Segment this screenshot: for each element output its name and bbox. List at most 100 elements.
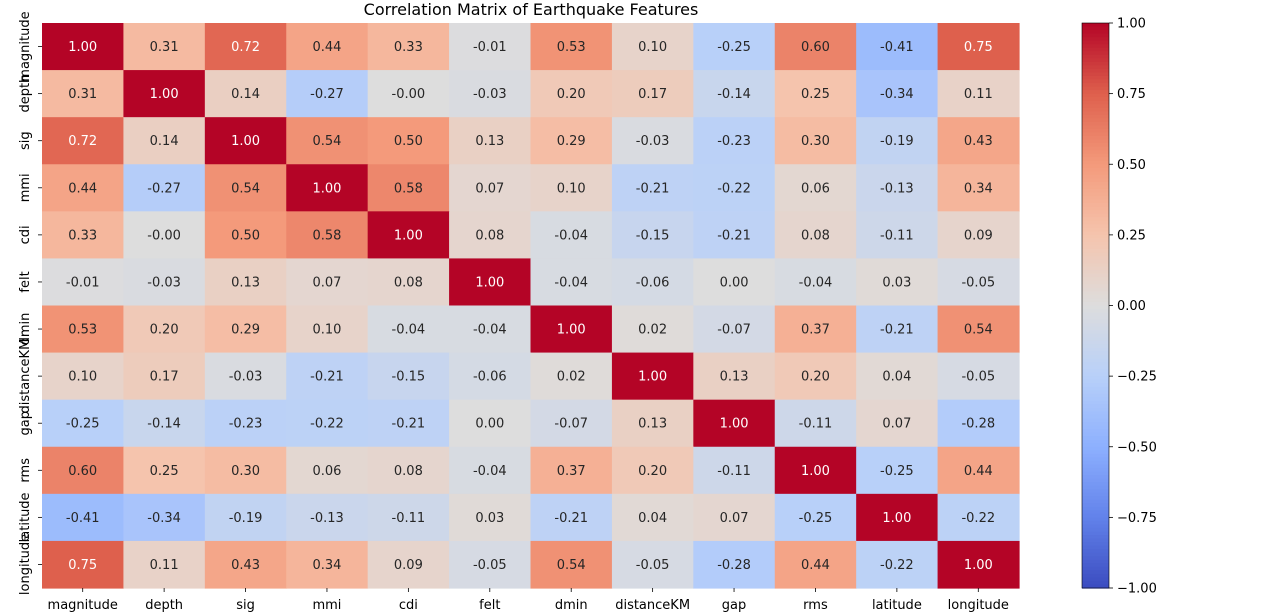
heatmap-cell [42,23,125,71]
x-tick-label: distanceKM [615,598,690,612]
heatmap-cell [530,258,613,307]
colorbar-segment [1082,422,1109,427]
heatmap-cell [856,493,939,542]
heatmap-cell [42,352,125,401]
x-tick-label: depth [145,598,183,612]
cell-value-label: 0.30 [231,464,260,479]
heatmap-cell [449,164,532,212]
colorbar-segment [1082,252,1109,257]
cell-value-label: 1.00 [68,40,97,55]
heatmap-cell [42,399,125,448]
y-tick-label: distanceKM [18,339,33,414]
cell-value-label: 0.20 [150,323,179,338]
colorbar-segment [1082,121,1109,127]
colorbar-segment [1082,333,1109,338]
colorbar-segment [1082,496,1109,501]
cell-value-label: 0.02 [557,370,586,385]
cell-value-label: 1.00 [231,134,260,149]
cell-value-label: 0.07 [312,275,341,290]
x-tick-label: mmi [312,598,341,612]
colorbar-segment [1082,90,1109,95]
cell-value-label: -0.22 [880,558,914,573]
cell-value-label: -0.22 [717,181,751,196]
cell-value-label: -0.23 [717,134,751,149]
cell-value-label: 0.60 [68,464,97,479]
cell-value-label: 0.13 [720,370,749,385]
cell-value-label: -0.06 [636,275,670,290]
heatmap-cell [123,540,206,589]
colorbar-segment [1082,450,1109,455]
heatmap-cell [449,446,532,495]
cell-value-label: 1.00 [394,228,423,243]
colorbar-segment [1082,379,1109,384]
heatmap-cell [449,352,532,401]
heatmap-cell [530,399,613,448]
cell-value-label: 0.08 [394,275,423,290]
heatmap-cell [367,164,450,212]
colorbar-segment [1082,475,1109,480]
colorbar-segment [1082,489,1109,494]
colorbar-segment [1082,188,1109,194]
colorbar-segment [1082,545,1109,550]
heatmap-cell [286,258,369,307]
cell-value-label: -0.21 [636,181,670,196]
colorbar-segment [1082,58,1109,63]
heatmap-cell [937,23,1020,71]
colorbar-segment [1082,340,1109,345]
colorbar-segment [1082,51,1109,56]
colorbar-segment [1082,354,1109,360]
heatmap-cell [42,258,125,307]
x-tick-label: magnitude [48,598,118,612]
cell-value-label: -0.27 [147,181,181,196]
colorbar-segment [1082,492,1109,497]
colorbar-segment [1082,429,1109,434]
cell-value-label: -0.04 [473,464,507,479]
cell-value-label: -0.19 [229,511,263,526]
colorbar-segment [1082,414,1109,420]
colorbar-segment [1082,146,1109,151]
heatmap-cell [530,540,613,589]
heatmap-cell [367,258,450,307]
colorbar-segment [1082,128,1109,134]
heatmap-cell [937,493,1020,542]
heatmap-cell [611,305,694,354]
cell-value-label: 1.00 [150,87,179,102]
colorbar-segment [1082,319,1109,324]
colorbar-segment [1082,351,1109,356]
colorbar-segment [1082,157,1109,162]
colorbar-segment [1082,457,1109,462]
heatmap-cell [42,305,125,354]
cell-value-label: -0.03 [636,134,670,149]
y-tick-label: rms [18,458,33,483]
colorbar: 1.00 0.75 0.50 0.25 0.00 −0.25 −0.50 −0.75 −1.00 [1081,17,1157,597]
colorbar-segment [1082,277,1109,282]
heatmap-cell [774,446,857,495]
heatmap-cell [611,540,694,589]
colorbar-segment [1082,570,1109,575]
colorbar-segment [1082,206,1109,211]
cell-value-label: -0.21 [880,323,914,338]
cell-value-label: -0.23 [229,417,263,432]
cell-value-label: 0.03 [882,275,911,290]
heatmap-cell [204,493,287,542]
cell-value-label: -0.13 [880,181,914,196]
heatmap-cell [856,540,939,589]
heatmap-cell [937,117,1020,165]
cell-value-label: -0.27 [310,87,344,102]
y-tick-label: longitude [18,534,33,595]
cell-value-label: 0.72 [231,40,260,55]
colorbar-segment [1082,294,1109,300]
cell-value-label: -0.11 [880,228,914,243]
cell-value-label: 0.60 [801,40,830,55]
cell-value-label: -0.25 [717,40,751,55]
heatmap-cell [774,117,857,165]
colorbar-segment [1082,210,1109,215]
cell-value-label: -0.21 [392,417,426,432]
chart-title: Correlation Matrix of Earthquake Feature… [364,0,699,19]
heatmap-cell [449,540,532,589]
heatmap-cell [286,399,369,448]
colorbar-segment [1082,97,1109,102]
cell-value-label: -0.11 [717,464,751,479]
heatmap-cell [367,70,450,118]
